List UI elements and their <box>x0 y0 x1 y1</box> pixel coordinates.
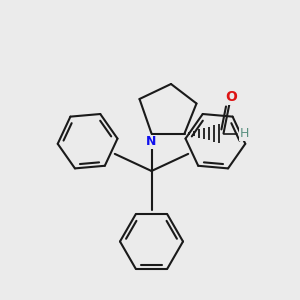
Text: O: O <box>225 90 237 104</box>
Text: N: N <box>146 135 157 148</box>
Text: H: H <box>240 127 249 140</box>
